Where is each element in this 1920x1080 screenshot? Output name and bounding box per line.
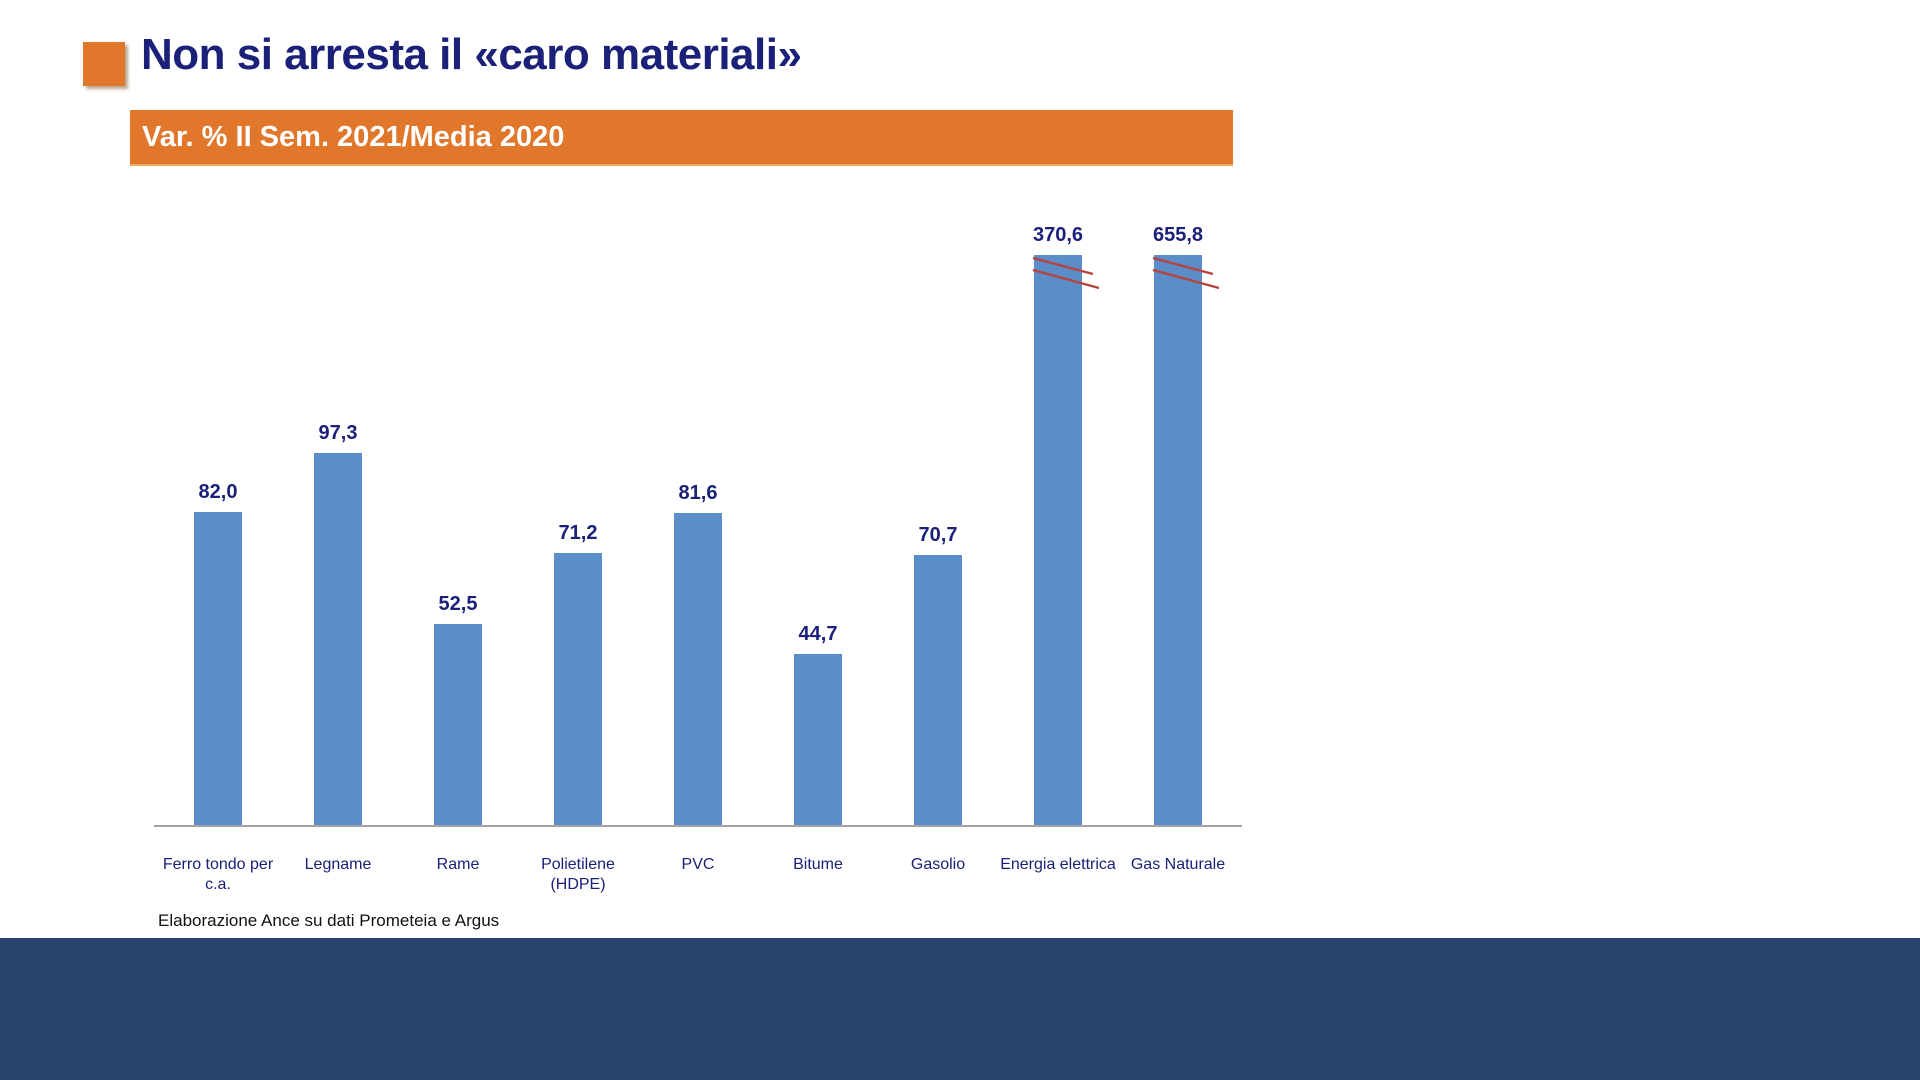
category-label: Gasolio — [910, 856, 966, 873]
category-axis-labels: Ferro tondo per c.a. Legname Rame Polietile… — [158, 855, 1238, 905]
footer-bar: ANCE ASSOCIAZIONE NAZIONALE COSTRUTTORI … — [0, 938, 1920, 1080]
axis-break-marks — [1032, 256, 1100, 290]
source-note: Elaborazione Ance su dati Prometeia e Ar… — [158, 911, 500, 930]
bar-value-label: 655,8 — [1152, 224, 1204, 246]
bar-slot: 81,6 — [638, 255, 758, 827]
bar-slot: 70,7 — [878, 255, 998, 827]
chart-title-text: Var. % II Sem. 2021/Media 2020 — [142, 120, 565, 153]
bar — [314, 453, 362, 825]
category-label: Gas Naturale — [1130, 856, 1226, 873]
category-label: Polietilene (HDPE) — [541, 856, 615, 893]
slide-title: Non si arresta il «caro materiali» — [141, 30, 802, 79]
bar-value-label: 97,3 — [318, 422, 358, 444]
category-label: Ferro tondo per c.a. — [162, 856, 274, 893]
category-label: PVC — [681, 856, 715, 873]
bar-slot: 370,6 — [998, 224, 1118, 827]
bar-slot: 52,5 — [398, 255, 518, 827]
bar-value-label: 370,6 — [1032, 224, 1084, 246]
bar — [914, 555, 962, 825]
bar — [434, 624, 482, 825]
bar-slot: 82,0 — [158, 255, 278, 827]
bar-value-label: 82,0 — [198, 481, 238, 503]
category-label: Energia elettrica — [1000, 856, 1116, 873]
bar-slot: 44,7 — [758, 255, 878, 827]
bar-slot: 655,8 — [1118, 224, 1238, 827]
x-axis-line — [154, 825, 1242, 827]
bar-slot: 97,3 — [278, 255, 398, 827]
bar-value-label: 52,5 — [438, 593, 478, 615]
bar-slot: 71,2 — [518, 255, 638, 827]
bar — [1154, 255, 1202, 825]
bar — [674, 513, 722, 825]
bar — [794, 654, 842, 825]
axis-break-marks — [1152, 256, 1220, 290]
title-bullet-square — [83, 42, 125, 86]
category-label: Bitume — [793, 856, 843, 873]
bar — [554, 553, 602, 825]
category-label: Legname — [304, 856, 372, 873]
bar — [1034, 255, 1082, 825]
chart-title-banner: Var. % II Sem. 2021/Media 2020 — [130, 110, 1233, 166]
bar — [194, 512, 242, 825]
bar-value-label: 70,7 — [918, 524, 958, 546]
bar-value-label: 71,2 — [558, 522, 598, 544]
bar-value-label: 81,6 — [678, 482, 718, 504]
category-label: Rame — [436, 856, 480, 873]
bar-chart-plot-area: 82,0 97,3 52,5 71,2 81,6 44,7 70,7 370,6 655,8 — [154, 224, 1242, 827]
bar-value-label: 44,7 — [798, 623, 838, 645]
